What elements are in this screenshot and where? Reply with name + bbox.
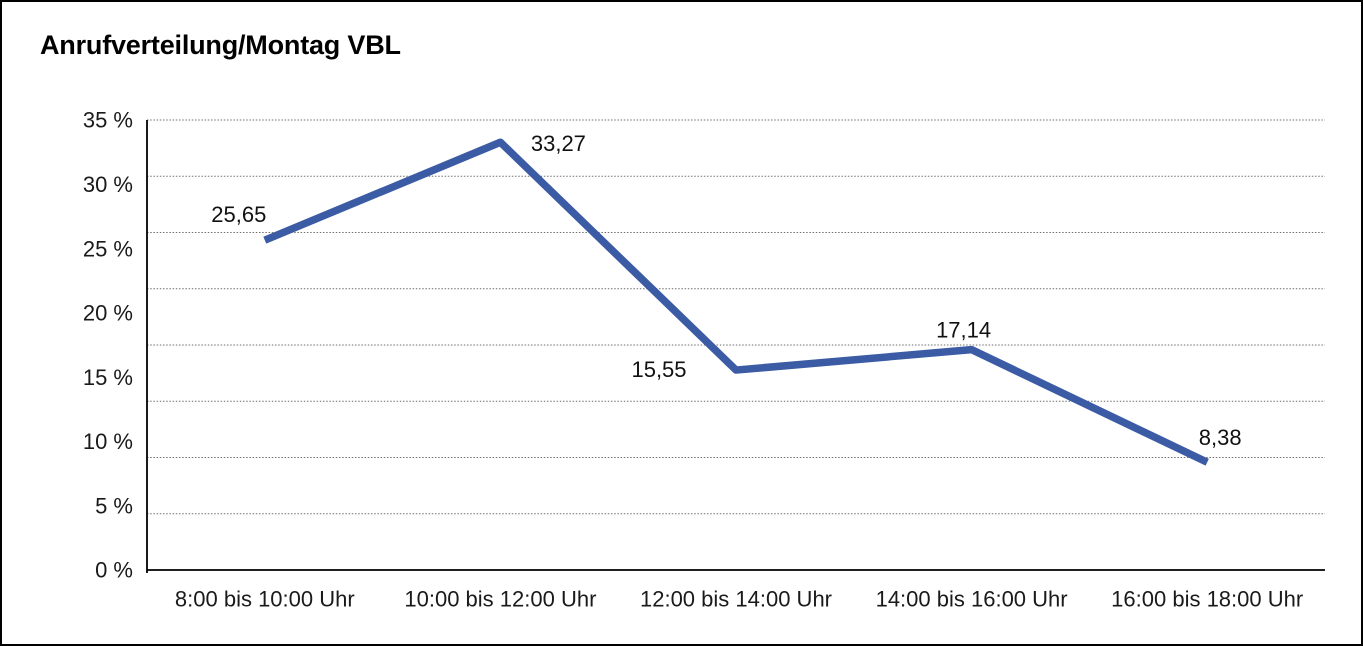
x-category-label: 12:00 bis 14:00 Uhr — [640, 587, 832, 612]
x-category-label: 16:00 bis 18:00 Uhr — [1111, 587, 1303, 612]
chart-title: Anrufverteilung/Montag VBL — [40, 30, 401, 60]
y-tick-label: 0 % — [95, 558, 133, 583]
x-category-label: 10:00 bis 12:00 Uhr — [404, 587, 596, 612]
x-category-label: 14:00 bis 16:00 Uhr — [876, 587, 1068, 612]
data-point-label: 33,27 — [531, 131, 586, 156]
y-tick-label: 5 % — [95, 493, 133, 518]
y-tick-label: 35 % — [83, 108, 133, 133]
y-tick-label: 15 % — [83, 365, 133, 390]
data-point-label: 17,14 — [936, 317, 991, 342]
y-tick-label: 30 % — [83, 172, 133, 197]
x-category-label: 8:00 bis 10:00 Uhr — [175, 587, 355, 612]
data-point-label: 8,38 — [1199, 425, 1242, 450]
data-point-label: 15,55 — [631, 357, 686, 382]
series-line — [263, 138, 1209, 466]
y-tick-label: 25 % — [83, 236, 133, 261]
y-tick-label: 20 % — [83, 301, 133, 326]
data-point-label: 25,65 — [211, 202, 266, 227]
y-tick-label: 10 % — [83, 429, 133, 454]
